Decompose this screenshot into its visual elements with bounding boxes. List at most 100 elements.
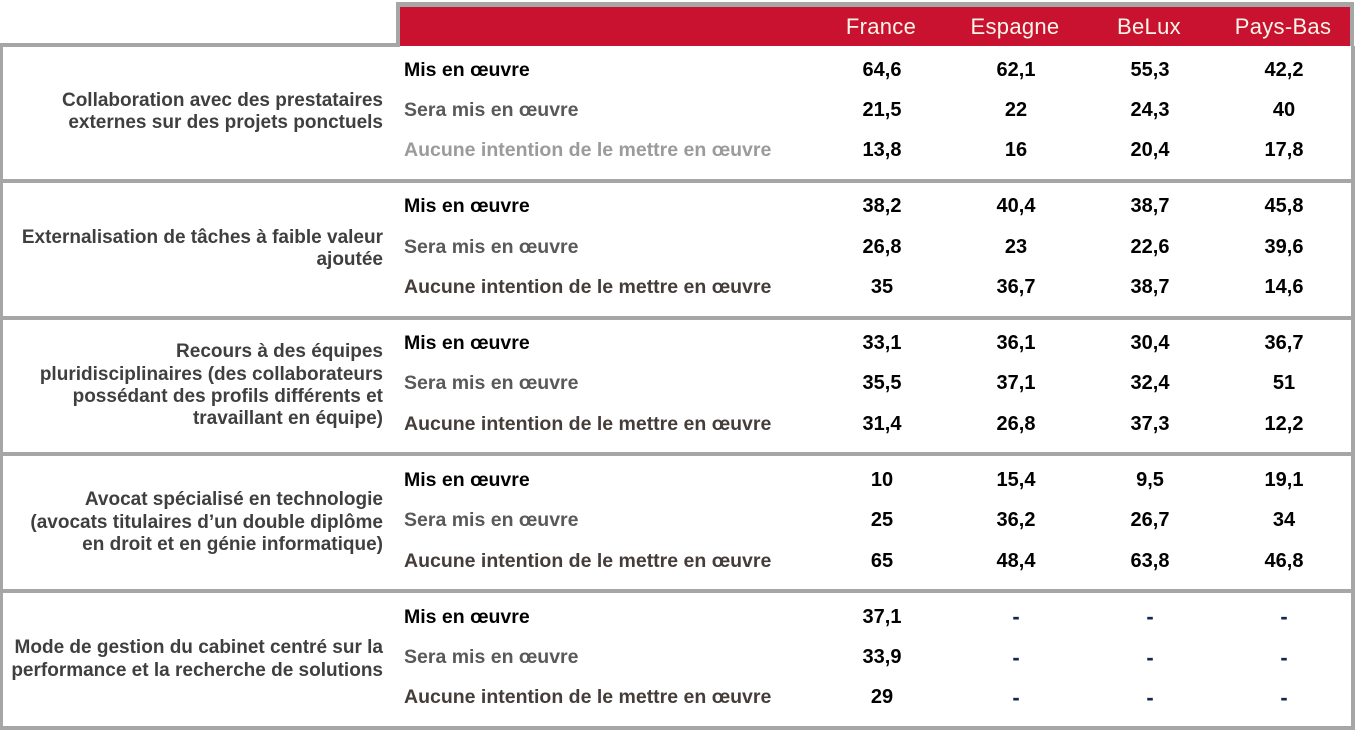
group-label: Recours à des équipes pluridisciplinaire… [39,341,383,430]
value-cell: 36,7 [996,275,1036,298]
table-row: Mis en œuvre 64,6 62,1 55,3 42,2 [395,50,1351,90]
value-cell: 10 [870,469,894,492]
value-cell: 64,6 [862,58,902,81]
value-cell: 29 [870,686,894,709]
value-cell-empty: - [1146,604,1154,630]
value-cell: 22 [1004,98,1028,121]
value-cell: 36,1 [996,332,1036,355]
column-header-pays-bas: Pays-Bas [1234,13,1332,39]
row-label: Sera mis en œuvre [404,509,579,532]
value-cell: 24,3 [1130,98,1170,121]
column-header-belux: BeLux [1117,13,1181,39]
row-label: Sera mis en œuvre [404,98,579,121]
row-label: Mis en œuvre [404,58,530,81]
table-row: Aucune intention de le mettre en œuvre 13… [395,131,1351,171]
table-group: Mode de gestion du cabinet centré sur la… [3,589,1351,726]
value-cell: 35 [870,275,894,298]
row-label: Mis en œuvre [404,332,530,355]
value-cell-empty: - [1146,684,1154,710]
table-body: Collaboration avec des prestataires exte… [0,46,1355,730]
value-cell: 26,8 [862,235,902,258]
value-cell-empty: - [1280,644,1288,670]
group-label: Externalisation de tâches à faible valeu… [21,226,383,271]
table-row: Sera mis en œuvre 35,5 37,1 32,4 51 [395,364,1351,404]
value-cell: 21,5 [862,98,902,121]
value-cell: 33,1 [862,332,902,355]
value-cell: 63,8 [1130,549,1170,572]
value-cell: 19,1 [1264,469,1304,492]
table-row: Aucune intention de le mettre en œuvre 29… [395,678,1351,718]
value-cell: 23 [1004,235,1028,258]
row-label: Aucune intention de le mettre en œuvre [404,686,772,709]
value-cell: 31,4 [862,412,902,435]
header-row: France Espagne BeLux Pays-Bas [396,2,1354,46]
row-label: Mis en œuvre [404,195,530,218]
table-row: Sera mis en œuvre 25 36,2 26,7 34 [395,501,1351,541]
row-label: Aucune intention de le mettre en œuvre [404,275,772,298]
value-cell: 32,4 [1130,372,1170,395]
table-row: Mis en œuvre 37,1 - - - [395,597,1351,637]
value-cell-empty: - [1280,684,1288,710]
table-row: Sera mis en œuvre 21,5 22 24,3 40 [395,90,1351,130]
value-cell: 15,4 [996,469,1036,492]
value-cell: 9,5 [1136,469,1164,492]
value-cell-empty: - [1012,684,1020,710]
value-cell-empty: - [1280,604,1288,630]
value-cell: 51 [1272,372,1296,395]
value-cell: 38,2 [862,195,902,218]
table-row: Aucune intention de le mettre en œuvre 35… [395,267,1351,307]
value-cell: 62,1 [996,58,1036,81]
table-group: Externalisation de tâches à faible valeu… [3,178,1351,316]
value-cell: 30,4 [1130,332,1170,355]
value-cell: 26,7 [1130,509,1170,532]
value-cell: 22,6 [1130,235,1170,258]
value-cell: 37,3 [1130,412,1170,435]
row-label: Aucune intention de le mettre en œuvre [404,412,772,435]
value-cell-empty: - [1012,644,1020,670]
row-label: Sera mis en œuvre [404,646,579,669]
value-cell: 16 [1004,139,1028,162]
value-cell: 26,8 [996,412,1036,435]
value-cell: 65 [870,549,894,572]
column-header-france: France [845,13,917,39]
value-cell: 25 [870,509,894,532]
value-cell: 38,7 [1130,275,1170,298]
table-group: Avocat spécialisé en technologie (avocat… [3,452,1351,589]
group-rows: Mis en œuvre 37,1 - - - Sera mis en œuvre 33,9… [395,593,1351,726]
body-top-border [0,43,400,47]
row-label: Mis en œuvre [404,605,530,628]
group-rows: Mis en œuvre 10 15,4 9,5 19,1 Sera mis en œuv… [395,456,1351,589]
table-group: Recours à des équipes pluridisciplinaire… [3,315,1351,453]
table-row: Aucune intention de le mettre en œuvre 31… [395,404,1351,444]
group-rows: Mis en œuvre 38,2 40,4 38,7 45,8 Sera mis en … [395,183,1351,316]
value-cell: 13,8 [862,139,902,162]
value-cell: 38,7 [1130,195,1170,218]
value-cell: 42,2 [1264,58,1304,81]
table-row: Mis en œuvre 33,1 36,1 30,4 36,7 [395,324,1351,364]
row-label: Aucune intention de le mettre en œuvre [404,549,772,572]
value-cell: 37,1 [862,605,902,628]
group-label: Mode de gestion du cabinet centré sur la… [11,637,383,681]
value-cell: 36,2 [996,509,1036,532]
row-label: Sera mis en œuvre [404,235,579,258]
value-cell: 12,2 [1264,412,1304,435]
value-cell-empty: - [1146,644,1154,670]
value-cell: 35,5 [862,372,902,395]
value-cell: 39,6 [1264,235,1304,258]
table-row: Mis en œuvre 10 15,4 9,5 19,1 [395,460,1351,500]
value-cell: 40 [1272,98,1296,121]
value-cell: 36,7 [1264,332,1304,355]
row-label: Aucune intention de le mettre en œuvre [404,139,772,162]
value-cell: 45,8 [1264,195,1304,218]
value-cell: 48,4 [996,549,1036,572]
row-label: Sera mis en œuvre [404,372,579,395]
value-cell: 14,6 [1264,275,1304,298]
value-cell-empty: - [1012,604,1020,630]
group-label: Avocat spécialisé en technologie (avocat… [30,489,383,555]
table-row: Sera mis en œuvre 26,8 23 22,6 39,6 [395,227,1351,267]
row-label: Mis en œuvre [404,469,530,492]
value-cell: 20,4 [1130,139,1170,162]
group-rows: Mis en œuvre 33,1 36,1 30,4 36,7 Sera mis en … [395,320,1351,453]
group-label: Collaboration avec des prestataires exte… [61,89,383,134]
